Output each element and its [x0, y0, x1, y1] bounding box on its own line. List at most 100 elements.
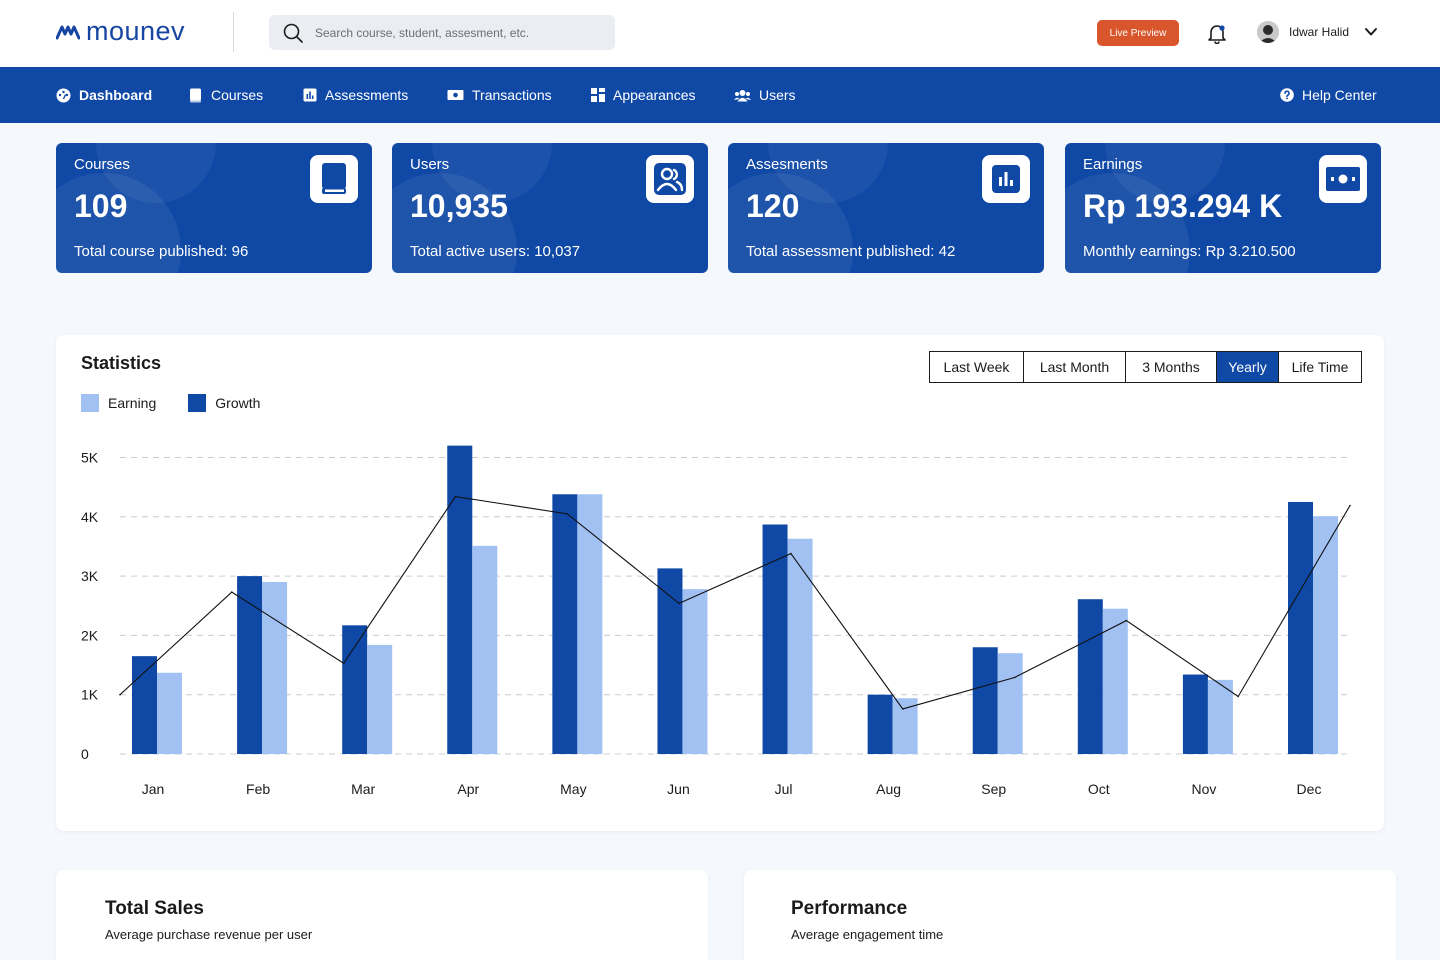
bar-earning — [892, 698, 918, 754]
nav-item-label: Help Center — [1302, 87, 1377, 103]
bar-earning — [367, 644, 393, 754]
trend-point — [901, 708, 904, 710]
trend-point — [790, 552, 792, 555]
trend-line — [119, 496, 1351, 710]
performance-title: Performance — [791, 898, 908, 919]
avatar-image-icon — [1257, 21, 1279, 43]
card-value: 120 — [746, 188, 800, 224]
search-bar[interactable] — [269, 15, 615, 50]
bar-growth — [972, 647, 998, 754]
bar-earning — [262, 582, 288, 754]
bar-growth — [237, 576, 263, 754]
x-tick-label: Jul — [775, 781, 793, 797]
nav-item-appearances[interactable]: Appearances — [590, 67, 696, 123]
period-3-months-button[interactable]: 3 Months — [1125, 352, 1216, 382]
statistics-chart: 0 1K 2K 3K 4K 5K Jan Feb Mar Apr May Jun Jul Aug Sep Oc… — [81, 445, 1352, 797]
bar-growth — [867, 694, 893, 754]
bar-growth — [1077, 599, 1103, 754]
chart-icon — [302, 88, 317, 103]
period-yearly-button[interactable]: Yearly — [1216, 352, 1278, 382]
top-bar: mounev Live Preview Idwar Halid — [0, 0, 1440, 67]
card-subtext: Total course published: 96 — [74, 243, 249, 260]
bar-earning — [1313, 516, 1338, 754]
user-name[interactable]: Idwar Halid — [1289, 25, 1350, 39]
nav-item-label: Courses — [211, 87, 264, 103]
legend-item-growth[interactable]: Growth — [188, 394, 260, 412]
trend-point — [678, 602, 680, 605]
performance-subtitle: Average engagement time — [791, 927, 944, 942]
legend-swatch — [81, 394, 99, 412]
stat-card-earnings[interactable]: Earnings Rp 193.294 K Monthly earnings: … — [1065, 143, 1381, 273]
x-tick-label: May — [560, 781, 586, 797]
brand-name: mounev — [86, 16, 186, 46]
chevron-down-icon[interactable] — [1364, 26, 1378, 38]
legend-label: Earning — [108, 395, 157, 411]
nav-item-assessments[interactable]: Assessments — [302, 67, 408, 123]
y-tick-label: 1K — [81, 687, 99, 703]
live-preview-button[interactable]: Live Preview — [1097, 20, 1179, 46]
nav-item-label: Dashboard — [79, 87, 153, 103]
stat-card-assessments[interactable]: Assesments 120 Total assessment publishe… — [728, 143, 1044, 273]
users-icon — [734, 88, 751, 103]
nav-item-label: Transactions — [472, 87, 552, 103]
performance-card: Performance Average engagement time — [744, 870, 1396, 960]
search-input[interactable] — [315, 25, 595, 40]
trend-point — [1125, 619, 1128, 622]
trend-point — [119, 693, 121, 696]
card-title: Courses — [74, 156, 130, 173]
card-subtext: Monthly earnings: Rp 3.210.500 — [1083, 243, 1296, 260]
y-tick-label: 4K — [81, 509, 99, 525]
card-title: Earnings — [1083, 156, 1143, 173]
period-life-time-button[interactable]: Life Time — [1278, 352, 1361, 382]
brand-logo[interactable]: mounev — [56, 16, 185, 47]
card-value: Rp 193.294 K — [1083, 188, 1283, 224]
nav-item-courses[interactable]: Courses — [188, 67, 263, 123]
trend-point — [454, 495, 457, 498]
period-last-month-button[interactable]: Last Month — [1023, 352, 1125, 382]
stat-card-users[interactable]: Users 10,935 Total active users: 10,037 — [392, 143, 708, 273]
x-tick-label: Jan — [142, 781, 165, 797]
bar-growth — [1182, 674, 1208, 754]
dashboard-icon — [56, 88, 71, 103]
bar-growth — [657, 568, 683, 754]
card-subtext: Total assessment published: 42 — [746, 243, 956, 260]
y-tick-label: 0 — [81, 746, 89, 762]
total-sales-card: Total Sales Average purchase revenue per… — [56, 870, 708, 960]
nav-item-label: Users — [759, 87, 796, 103]
users-icon — [646, 155, 694, 203]
logo-mark-icon — [56, 25, 80, 39]
header-divider — [233, 12, 234, 52]
stat-card-courses[interactable]: Courses 109 Total course published: 96 — [56, 143, 372, 273]
bar-growth — [447, 445, 473, 754]
legend-swatch — [188, 394, 207, 412]
nav-item-transactions[interactable]: Transactions — [447, 67, 552, 123]
bar-earning — [1102, 608, 1128, 754]
avatar[interactable] — [1257, 21, 1279, 43]
bar-growth — [762, 524, 788, 754]
card-subtext: Total active users: 10,037 — [410, 243, 581, 260]
period-selector: Last Week Last Month 3 Months Yearly Lif… — [929, 351, 1362, 383]
bar-earning — [1207, 679, 1233, 754]
trend-point — [1013, 676, 1016, 679]
trend-point — [342, 662, 345, 665]
x-tick-label: Sep — [981, 781, 1006, 797]
legend-label: Growth — [215, 395, 261, 411]
y-tick-label: 5K — [81, 450, 99, 466]
bar-growth — [132, 656, 157, 754]
card-title: Users — [410, 156, 450, 173]
period-last-week-button[interactable]: Last Week — [930, 352, 1023, 382]
help-center-link[interactable]: Help Center — [1279, 67, 1377, 123]
legend-item-earning[interactable]: Earning — [81, 394, 156, 412]
card-value: 10,935 — [410, 188, 508, 224]
nav-item-users[interactable]: Users — [734, 67, 796, 123]
trend-point — [1237, 695, 1239, 698]
grid-icon — [590, 88, 605, 103]
trend-point — [566, 513, 569, 515]
bell-icon[interactable] — [1206, 22, 1228, 44]
y-tick-label: 3K — [81, 568, 99, 584]
nav-item-dashboard[interactable]: Dashboard — [56, 67, 152, 123]
bar-earning — [157, 672, 182, 754]
money-icon — [1319, 155, 1367, 203]
card-value: 109 — [74, 188, 128, 224]
bar-growth — [1288, 501, 1313, 754]
